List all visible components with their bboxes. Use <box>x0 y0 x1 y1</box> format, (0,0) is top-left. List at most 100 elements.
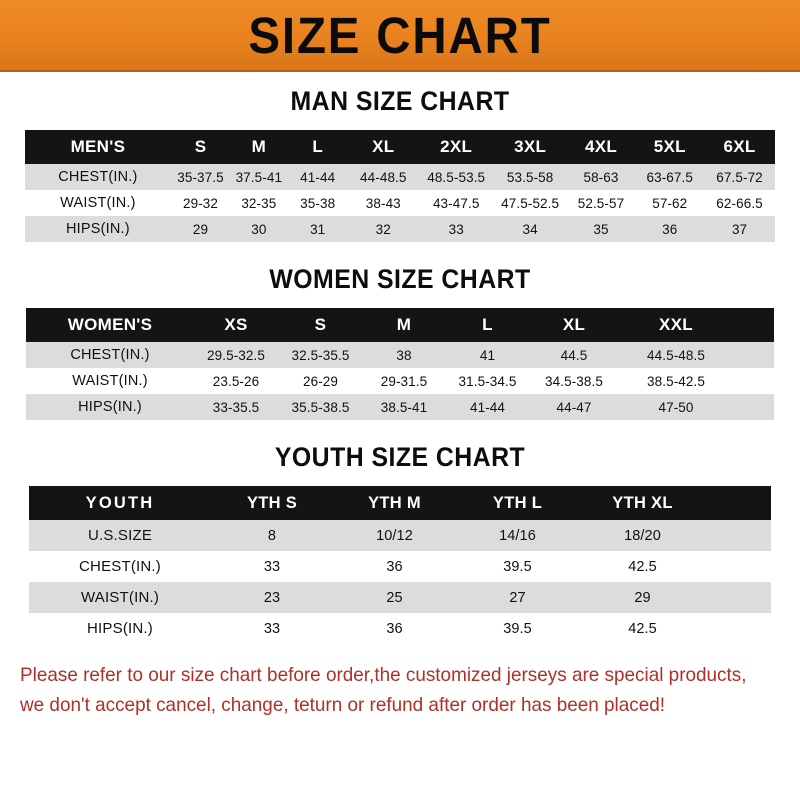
youth-table-header-row: YOUTH YTH S YTH M YTH L YTH XL <box>29 486 771 520</box>
women-size-header-m: M <box>396 315 412 334</box>
women-waist-xl: 34.5-38.5 <box>545 373 603 389</box>
men-waist-5xl: 57-62 <box>652 195 688 211</box>
men-waist-3xl: 47.5-52.5 <box>501 195 560 211</box>
table-row: HIPS(IN.) 33-35.5 35.5-38.5 38.5-41 41-4… <box>26 394 774 420</box>
men-waist-xl: 38-43 <box>365 195 401 211</box>
women-hips-s: 35.5-38.5 <box>291 399 350 415</box>
men-waist-2xl: 43-47.5 <box>432 195 480 211</box>
table-row: WAIST(IN.) 29-32 32-35 35-38 38-43 43-47… <box>25 190 775 216</box>
men-size-header-5xl: 5XL <box>653 137 686 156</box>
youth-hips-l: 39.5 <box>503 620 532 637</box>
table-row: U.S.SIZE 8 10/12 14/16 18/20 <box>29 520 771 551</box>
men-chest-6xl: 67.5-72 <box>716 169 763 185</box>
men-size-header-m: M <box>251 137 267 156</box>
women-chest-l: 41 <box>479 347 496 363</box>
men-hips-s: 29 <box>192 221 209 237</box>
youth-chest-s: 33 <box>263 558 281 575</box>
youth-header-spacer <box>706 486 771 520</box>
men-waist-l: 35-38 <box>300 195 336 211</box>
men-section-title: MAN SIZE CHART <box>290 86 510 116</box>
youth-hips-m: 36 <box>386 620 403 637</box>
youth-section-title: YOUTH SIZE CHART <box>274 442 526 472</box>
women-size-header-s: S <box>314 315 327 334</box>
men-hips-4xl: 35 <box>593 221 609 237</box>
women-table-header-row: WOMEN'S XS S M L XL XXL <box>26 308 774 342</box>
footer-line-2: we don't accept cancel, change, teturn o… <box>20 694 666 717</box>
youth-ussize-spacer <box>706 520 771 551</box>
youth-row-label-hips: HIPS(IN.) <box>87 620 153 637</box>
youth-waist-spacer <box>706 582 771 613</box>
men-size-header-s: S <box>194 137 207 156</box>
men-waist-4xl: 52.5-57 <box>577 195 625 211</box>
youth-chest-l: 39.5 <box>503 558 532 575</box>
women-hips-xl: 44-47 <box>556 399 592 415</box>
men-size-header-l: L <box>312 137 324 156</box>
youth-ussize-s: 8 <box>267 527 277 544</box>
women-hips-l: 41-44 <box>469 399 506 415</box>
youth-waist-s: 23 <box>263 589 281 606</box>
youth-ussize-l: 14/16 <box>499 527 536 544</box>
table-row: WAIST(IN.) 23 25 27 29 <box>29 582 771 613</box>
men-size-header-xl: XL <box>372 137 395 156</box>
men-size-header-2xl: 2XL <box>440 137 473 156</box>
women-row-label-chest: CHEST(IN.) <box>70 347 150 363</box>
women-hips-m: 38.5-41 <box>380 399 428 415</box>
men-hips-5xl: 36 <box>662 221 678 237</box>
women-waist-spacer <box>734 368 774 394</box>
women-size-table: WOMEN'S XS S M L XL XXL CHEST(IN.) 29.5-… <box>26 308 774 420</box>
youth-waist-xl: 29 <box>634 589 651 606</box>
men-chest-s: 35-37.5 <box>177 169 224 185</box>
women-section-title: WOMEN SIZE CHART <box>269 264 531 294</box>
men-row-label-waist: WAIST(IN.) <box>60 195 136 211</box>
women-chest-xs: 29.5-32.5 <box>207 347 265 363</box>
youth-row-label-ussize: U.S.SIZE <box>87 527 153 544</box>
table-row: CHEST(IN.) 29.5-32.5 32.5-35.5 38 41 44.… <box>26 342 774 368</box>
youth-size-header-l: YTH L <box>492 493 543 512</box>
men-size-header-4xl: 4XL <box>584 137 618 156</box>
youth-size-header-m: YTH M <box>368 493 421 512</box>
women-row-label-hips: HIPS(IN.) <box>78 399 142 415</box>
men-chest-xl: 44-48.5 <box>360 169 407 185</box>
women-size-header-xxl: XXL <box>659 315 693 334</box>
men-row-label-chest: CHEST(IN.) <box>58 169 138 185</box>
women-chest-s: 32.5-35.5 <box>291 347 350 363</box>
table-row: WAIST(IN.) 23.5-26 26-29 29-31.5 31.5-34… <box>26 368 774 394</box>
men-hips-l: 31 <box>310 221 326 237</box>
women-waist-xs: 23.5-26 <box>212 373 260 389</box>
men-chest-5xl: 63-67.5 <box>646 169 693 185</box>
women-chest-m: 38 <box>396 347 412 363</box>
women-hips-spacer <box>734 394 774 420</box>
size-chart-banner: SIZE CHART <box>0 0 800 72</box>
men-corner-label: MEN'S <box>70 137 126 156</box>
men-hips-2xl: 33 <box>448 221 464 237</box>
youth-row-label-waist: WAIST(IN.) <box>80 589 160 606</box>
table-row: HIPS(IN.) 29 30 31 32 33 34 35 36 37 <box>25 216 775 242</box>
women-chest-spacer <box>734 342 774 368</box>
women-size-header-xl: XL <box>562 315 586 334</box>
youth-size-header-s: YTH S <box>246 493 298 512</box>
men-waist-s: 29-32 <box>182 195 219 211</box>
men-chest-3xl: 53.5-58 <box>506 169 554 185</box>
footer-line-1: Please refer to our size chart before or… <box>20 664 747 686</box>
youth-row-label-chest: CHEST(IN.) <box>79 558 161 575</box>
women-chest-xxl: 44.5-48.5 <box>647 347 705 363</box>
page-title: SIZE CHART <box>248 6 552 64</box>
youth-hips-spacer <box>706 613 771 644</box>
youth-chest-m: 36 <box>386 558 403 575</box>
men-hips-m: 30 <box>251 221 267 237</box>
men-waist-m: 32-35 <box>241 195 277 211</box>
women-chest-xl: 44.5 <box>560 347 588 363</box>
men-chest-m: 37.5-41 <box>235 169 283 185</box>
women-waist-l: 31.5-34.5 <box>458 373 517 389</box>
youth-waist-l: 27 <box>509 589 526 606</box>
table-row: CHEST(IN.) 35-37.5 37.5-41 41-44 44-48.5… <box>25 164 775 190</box>
men-waist-6xl: 62-66.5 <box>716 195 763 211</box>
youth-hips-xl: 42.5 <box>628 620 657 637</box>
women-size-header-l: L <box>482 315 493 334</box>
men-chest-4xl: 58-63 <box>583 169 619 185</box>
men-size-header-6xl: 6XL <box>723 137 756 156</box>
men-chest-l: 41-44 <box>300 169 336 185</box>
youth-waist-m: 25 <box>386 589 403 606</box>
youth-ussize-m: 10/12 <box>376 527 413 544</box>
men-row-label-hips: HIPS(IN.) <box>65 221 130 237</box>
